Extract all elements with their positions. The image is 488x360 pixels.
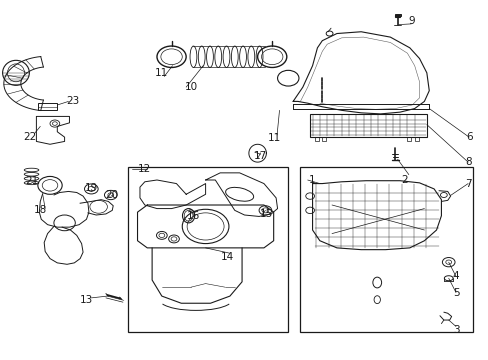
Bar — [314, 137, 318, 141]
Bar — [394, 15, 399, 18]
Text: 16: 16 — [186, 211, 200, 221]
Text: 5: 5 — [452, 288, 458, 297]
Bar — [127, 167, 287, 332]
Text: 15: 15 — [259, 209, 272, 219]
Text: 2: 2 — [401, 175, 407, 185]
Bar — [322, 137, 325, 141]
Text: 10: 10 — [184, 82, 197, 92]
Text: 21: 21 — [25, 176, 38, 186]
Text: 20: 20 — [105, 190, 119, 200]
Text: 13: 13 — [80, 295, 93, 305]
Text: 12: 12 — [138, 164, 151, 174]
Bar — [414, 137, 418, 141]
Text: 23: 23 — [66, 96, 80, 107]
Text: 17: 17 — [253, 151, 266, 161]
Text: 18: 18 — [34, 205, 47, 215]
Text: 19: 19 — [84, 183, 98, 193]
Bar — [300, 167, 472, 332]
Text: 1: 1 — [308, 175, 315, 185]
Text: 9: 9 — [407, 16, 414, 26]
Text: 4: 4 — [452, 271, 458, 282]
Text: 22: 22 — [23, 132, 36, 142]
Bar — [394, 14, 400, 16]
Bar — [309, 114, 426, 137]
Text: 7: 7 — [464, 179, 470, 189]
Text: 14: 14 — [221, 252, 234, 262]
Text: 6: 6 — [465, 132, 471, 142]
Bar — [407, 137, 410, 141]
Text: 3: 3 — [452, 325, 458, 335]
Text: 11: 11 — [267, 133, 281, 143]
Text: 8: 8 — [464, 157, 470, 167]
Bar — [38, 103, 57, 111]
Text: 11: 11 — [155, 68, 168, 78]
